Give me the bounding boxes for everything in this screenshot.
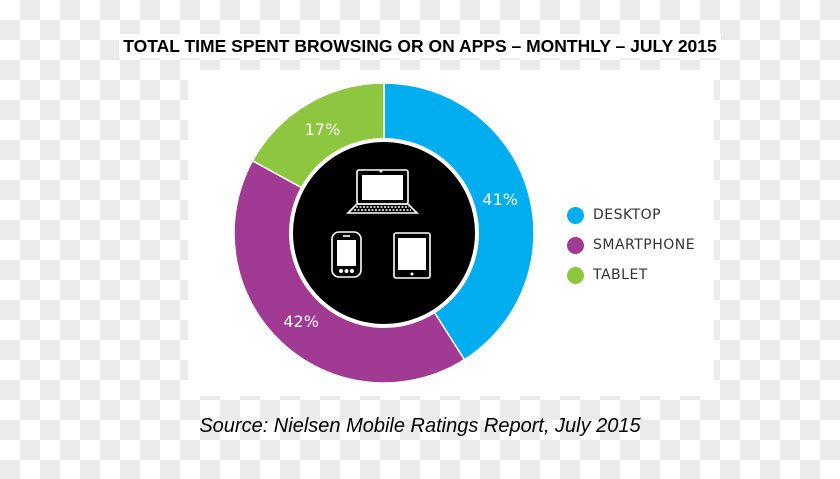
laptop-icon xyxy=(346,169,419,214)
smartphone-icon xyxy=(331,231,362,278)
tablet-icon xyxy=(393,232,431,279)
legend-label: SMARTPHONE xyxy=(593,237,696,253)
data-label-desktop: 41% xyxy=(482,190,518,209)
legend-item-smartphone: SMARTPHONE xyxy=(567,230,695,260)
legend-swatch xyxy=(567,236,584,254)
data-label-smartphone: 42% xyxy=(283,312,319,331)
source-note: Source: Nielsen Mobile Ratings Report, J… xyxy=(199,415,641,437)
legend-item-tablet: TABLET xyxy=(567,260,695,290)
legend-swatch xyxy=(567,206,584,224)
legend-label: DESKTOP xyxy=(593,207,662,223)
chart-title: TOTAL TIME SPENT BROWSING OR ON APPS – M… xyxy=(0,34,840,58)
legend-swatch xyxy=(567,266,584,284)
legend-item-desktop: DESKTOP xyxy=(567,200,695,230)
data-label-tablet: 17% xyxy=(305,120,341,139)
chart-title-text: TOTAL TIME SPENT BROWSING OR ON APPS – M… xyxy=(119,34,721,58)
legend-label: TABLET xyxy=(593,267,648,283)
center-circle xyxy=(289,138,479,328)
legend: DESKTOP SMARTPHONE TABLET xyxy=(567,200,695,290)
